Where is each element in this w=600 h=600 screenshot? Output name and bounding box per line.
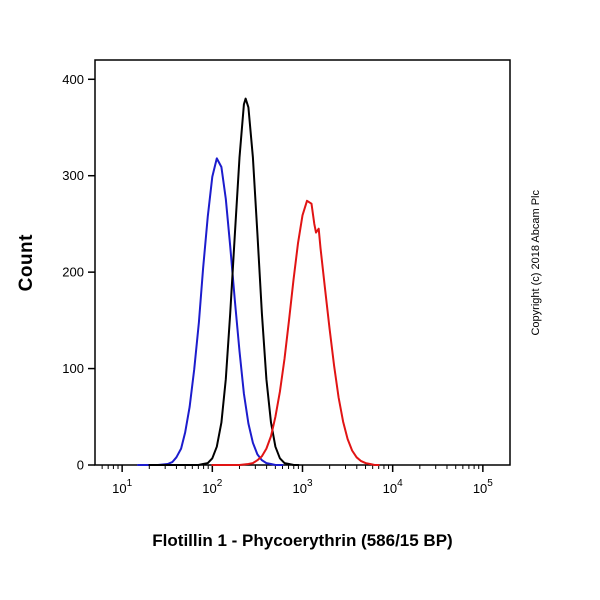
series-blue-control <box>137 157 284 466</box>
x-axis-title: Flotillin 1 - Phycoerythrin (586/15 BP) <box>152 531 453 550</box>
y-tick-label: 0 <box>77 458 84 473</box>
x-tick-label: 101 <box>112 478 132 496</box>
plot-border <box>94 59 511 466</box>
y-tick-label: 300 <box>62 168 84 183</box>
x-tick-label: 104 <box>383 478 403 496</box>
x-tick-label: 103 <box>292 478 312 496</box>
copyright-text: Copyright (c) 2018 Abcam Plc <box>530 189 542 336</box>
x-axis-ticks: 101 102 103 104 105 <box>101 465 493 496</box>
x-tick-label: 102 <box>202 478 222 496</box>
y-tick-label: 100 <box>62 361 84 376</box>
series-red-flotillin1 <box>211 199 380 466</box>
x-tick-label: 105 <box>473 478 493 496</box>
y-axis-title-wrap: Count <box>8 60 46 465</box>
series-black-unlabelled <box>148 97 300 466</box>
y-tick-label: 200 <box>62 265 84 280</box>
y-axis-ticks: 0 100 200 300 400 <box>62 72 95 473</box>
copyright-wrap: Copyright (c) 2018 Abcam Plc <box>524 60 548 465</box>
y-tick-label: 400 <box>62 72 84 87</box>
y-axis-title: Count <box>16 233 37 292</box>
